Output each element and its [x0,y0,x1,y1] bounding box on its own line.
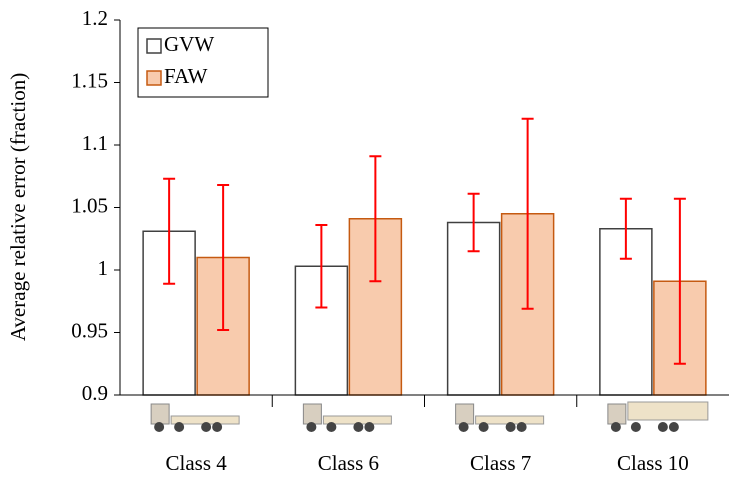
truck-icon [303,404,391,432]
y-axis-label: Average relative error (fraction) [6,73,30,341]
wheel [658,422,668,432]
y-tick-label: 1.15 [71,68,108,92]
wheel [174,422,184,432]
wheel [631,422,641,432]
wheel [611,422,621,432]
truck-icon [151,404,239,432]
y-tick-label: 1.2 [82,6,108,30]
y-tick-label: 1.05 [71,193,108,217]
legend-label: GVW [164,32,214,56]
truck-icon [608,402,708,432]
wheel [353,422,363,432]
load [628,402,708,420]
y-tick-label: 1.1 [82,131,108,155]
wheel [517,422,527,432]
wheel [201,422,211,432]
cab [608,404,626,424]
wheel [306,422,316,432]
legend-swatch [147,71,161,85]
wheel [669,422,679,432]
cab [151,404,169,424]
cab [456,404,474,424]
x-tick-label: Class 7 [470,451,531,475]
wheel [479,422,489,432]
truck-icon [456,404,544,432]
wheel [212,422,222,432]
wheel [154,422,164,432]
wheel [506,422,516,432]
wheel [326,422,336,432]
wheel [459,422,469,432]
chart: Average relative error (fraction) 0.9 0.9… [0,0,729,477]
wheel [364,422,374,432]
x-tick-label: Class 6 [318,451,379,475]
x-tick-label: Class 4 [165,451,227,475]
y-tick-label: 0.9 [82,381,108,405]
cab [303,404,321,424]
x-tick-label: Class 10 [617,451,689,475]
y-tick-label: 0.95 [71,318,108,342]
legend-label: FAW [164,64,208,88]
legend-swatch [147,39,161,53]
y-tick-label: 1 [98,256,109,280]
